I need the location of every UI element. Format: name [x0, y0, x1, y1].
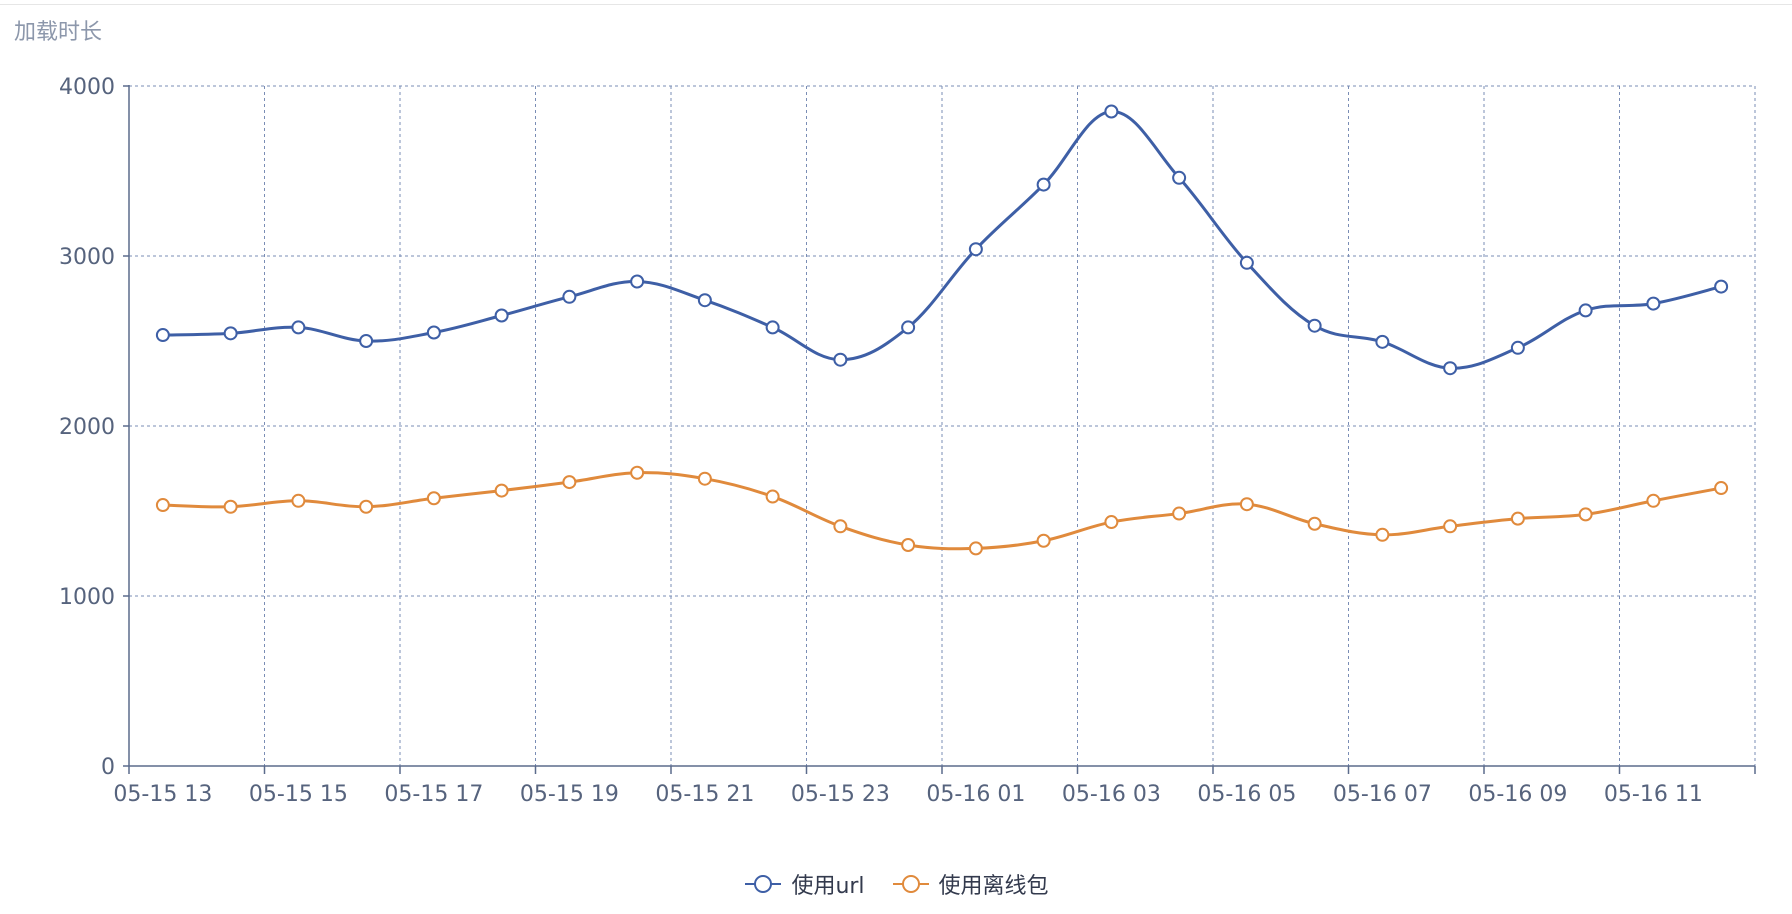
data-point: [359, 499, 374, 514]
legend-marker-offline: [892, 875, 929, 893]
data-point: [155, 328, 170, 343]
data-point: [833, 519, 848, 534]
x-tick-label: 05-16 09: [1468, 782, 1567, 807]
data-point: [968, 242, 983, 257]
data-point: [426, 325, 441, 340]
data-point: [1239, 497, 1254, 512]
x-tick-label: 05-15 23: [791, 782, 890, 807]
data-point: [1578, 507, 1593, 522]
y-tick-label: 4000: [59, 75, 115, 100]
legend-label-offline: 使用离线包: [938, 874, 1049, 899]
data-point: [1443, 361, 1458, 376]
data-point: [1646, 296, 1661, 311]
data-point: [1036, 177, 1051, 192]
data-point: [1646, 493, 1661, 508]
data-point: [494, 483, 509, 498]
data-point: [223, 326, 238, 341]
x-tick-label: 05-16 05: [1197, 782, 1296, 807]
data-point: [1375, 334, 1390, 349]
data-point: [1510, 511, 1525, 526]
series-0: [155, 104, 1729, 376]
data-point: [1510, 340, 1525, 355]
data-point: [291, 320, 306, 335]
line-chart: 0 1000 2000 3000 4000 05-15 13 05-15 15 05-15 1…: [59, 75, 1756, 807]
data-point: [1036, 533, 1051, 548]
data-point: [968, 541, 983, 556]
axes: 0 1000 2000 3000 4000 05-15 13 05-15 15 05-15 1…: [59, 75, 1756, 807]
legend-item-offline[interactable]: 使用离线包: [891, 868, 1049, 900]
y-tick-label: 0: [101, 755, 115, 780]
grid-lines: [129, 85, 1756, 766]
y-tick-label: 2000: [59, 415, 115, 440]
series-group: [155, 104, 1729, 556]
x-tick-label: 05-15 17: [384, 782, 483, 807]
data-point: [630, 465, 645, 480]
data-point: [1104, 104, 1119, 119]
legend-marker-url: [745, 875, 782, 893]
data-point: [1172, 170, 1187, 185]
data-point: [833, 352, 848, 367]
series-1: [155, 465, 1729, 556]
x-tick-label: 05-16 11: [1604, 782, 1703, 807]
x-tick-label: 05-15 13: [113, 782, 212, 807]
data-point: [426, 491, 441, 506]
data-point: [765, 489, 780, 504]
data-point: [901, 320, 916, 335]
data-point: [562, 289, 577, 304]
data-point: [1714, 481, 1729, 496]
chart-title: 加载时长: [14, 20, 103, 45]
data-point: [1239, 255, 1254, 270]
series-line: [162, 109, 1722, 370]
data-point: [1375, 527, 1390, 542]
data-point: [697, 293, 712, 308]
y-tick-label: 3000: [59, 245, 115, 270]
data-point: [1104, 515, 1119, 530]
data-point: [630, 274, 645, 289]
x-tick-label: 05-15 19: [520, 782, 619, 807]
y-tick-label: 1000: [59, 585, 115, 610]
data-point: [359, 334, 374, 348]
data-point: [1714, 279, 1729, 294]
legend-item-url[interactable]: 使用url: [743, 868, 865, 900]
x-tick-label: 05-16 03: [1062, 782, 1161, 807]
data-point: [765, 320, 780, 335]
data-point: [155, 498, 170, 513]
x-tick-label: 05-16 07: [1333, 782, 1432, 807]
data-point: [1307, 318, 1322, 333]
data-point: [494, 308, 509, 323]
data-point: [1443, 519, 1458, 534]
data-point: [562, 475, 577, 490]
x-tick-label: 05-16 01: [926, 782, 1025, 807]
top-divider: [0, 4, 1792, 5]
legend: 使用url 使用离线包: [0, 864, 1792, 904]
data-point: [291, 493, 306, 508]
data-point: [223, 499, 238, 514]
data-point: [1578, 303, 1593, 318]
data-point: [1307, 516, 1322, 531]
x-tick-label: 05-15 21: [655, 782, 754, 807]
data-point: [901, 538, 916, 552]
legend-label-url: 使用url: [791, 874, 865, 899]
data-point: [1172, 506, 1187, 521]
x-tick-label: 05-15 15: [249, 782, 348, 807]
data-point: [697, 471, 712, 486]
